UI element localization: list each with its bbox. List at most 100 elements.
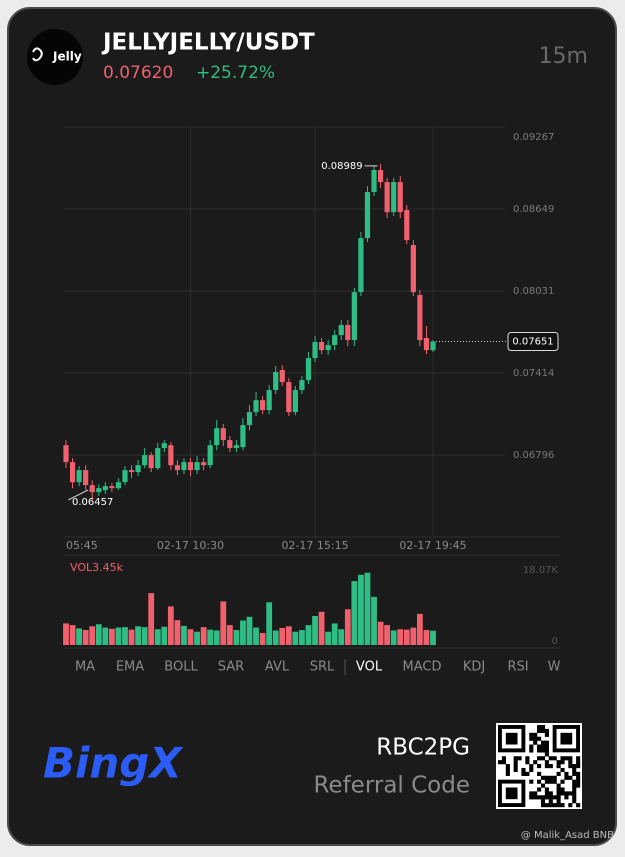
qr-module <box>529 795 534 800</box>
qr-module <box>556 799 561 804</box>
qr-module <box>556 764 561 769</box>
volume-bar <box>82 630 89 645</box>
indicator-tab[interactable]: RSI <box>507 660 528 675</box>
low-pointer <box>67 489 89 501</box>
interval[interactable]: 15m <box>539 44 588 69</box>
qr-module <box>540 756 546 761</box>
indicator-tab[interactable]: W <box>548 660 561 675</box>
qr-module <box>568 760 573 765</box>
candle-body <box>109 486 115 489</box>
qr-module <box>544 775 549 780</box>
qr-module <box>560 787 565 792</box>
candle-body <box>312 342 318 359</box>
qr-finder <box>505 732 518 745</box>
qr-module <box>560 803 565 808</box>
qr-module <box>576 764 581 769</box>
qr-module <box>564 771 569 776</box>
volume-bar <box>318 611 325 645</box>
qr-module <box>556 803 561 808</box>
qr-module <box>505 767 510 773</box>
indicator-tab[interactable]: AVL <box>265 660 290 675</box>
qr-module <box>552 775 557 780</box>
candle-body <box>371 170 377 193</box>
qr-module <box>564 756 569 761</box>
high-label: 0.08989 <box>321 161 362 172</box>
qr-module <box>576 803 581 808</box>
volume-bar <box>246 616 253 645</box>
x-tick-label: 05:45 <box>66 539 98 552</box>
qr-module <box>552 803 557 808</box>
qr-module <box>548 775 553 780</box>
volume-bar <box>226 625 233 645</box>
qr-module <box>544 740 549 745</box>
qr-module <box>537 795 542 800</box>
y-tick-label: 0.09267 <box>513 132 554 143</box>
volume-tick-label: 0 <box>552 636 558 647</box>
indicator-tab[interactable]: SAR <box>218 660 244 675</box>
qr-module <box>501 756 507 761</box>
candle-body <box>201 462 207 466</box>
volume-bar <box>128 629 135 645</box>
indicator-tab[interactable]: VOL <box>356 660 383 675</box>
volume-bar <box>312 615 318 645</box>
brand-logo: BingX <box>43 739 184 788</box>
indicator-tab[interactable]: KDJ <box>463 660 485 675</box>
qr-module <box>572 791 577 796</box>
logo-text: Jelly <box>52 50 82 64</box>
volume-bar <box>76 628 83 645</box>
qr-module <box>572 767 577 773</box>
volume-bar <box>253 627 259 645</box>
candle-body <box>417 295 423 341</box>
indicator-tab[interactable]: EMA <box>116 660 144 675</box>
candle-body <box>358 238 364 293</box>
qr-module <box>544 732 549 737</box>
qr-module <box>533 740 538 745</box>
qr-module <box>576 756 581 761</box>
indicator-tab[interactable]: SRL <box>310 660 335 675</box>
candle-body <box>318 342 325 351</box>
qr-module <box>568 756 573 761</box>
candle-body <box>240 425 246 448</box>
qr-module <box>540 795 546 800</box>
qr-module <box>529 732 534 737</box>
indicator-tab[interactable]: BOLL <box>164 660 198 675</box>
indicator-tab[interactable]: MA <box>75 660 95 675</box>
volume-bar <box>167 606 174 645</box>
qr-modules <box>498 725 581 808</box>
volume-bar <box>390 630 397 645</box>
volume-bar <box>364 572 371 645</box>
y-tick-label: 0.06796 <box>513 450 554 461</box>
qr-module <box>529 744 534 749</box>
qr-module <box>533 732 538 737</box>
volume-bar <box>325 631 332 645</box>
volume-bar <box>233 630 240 645</box>
qr-finder <box>560 732 573 745</box>
candle-body <box>397 182 403 213</box>
volume-bar <box>220 601 227 645</box>
qr-module <box>540 775 546 780</box>
candle-body <box>76 470 82 483</box>
qr-module <box>537 736 542 741</box>
qr-module <box>544 764 549 769</box>
qr-module <box>548 803 553 808</box>
qr-module <box>501 760 507 765</box>
volume-bar <box>194 631 200 645</box>
watermark: @ Malik_Asad BNB <box>521 830 614 841</box>
candle-body <box>168 445 174 466</box>
qr-module <box>537 764 542 769</box>
qr-module <box>525 760 530 765</box>
qr-module <box>552 795 557 800</box>
candle-body <box>83 470 89 486</box>
qr-module <box>498 760 503 765</box>
qr-module <box>544 803 549 808</box>
indicator-tab[interactable]: MACD <box>403 660 442 675</box>
qr-module <box>544 787 549 792</box>
candle-body <box>69 462 76 483</box>
volume-bar <box>285 626 292 645</box>
candle-body <box>174 465 181 471</box>
volume-bar <box>305 625 312 645</box>
referral-code: RBC2PG <box>376 735 470 761</box>
logo-icon <box>32 47 43 62</box>
qr-module <box>537 725 542 730</box>
qr-module <box>529 791 534 796</box>
